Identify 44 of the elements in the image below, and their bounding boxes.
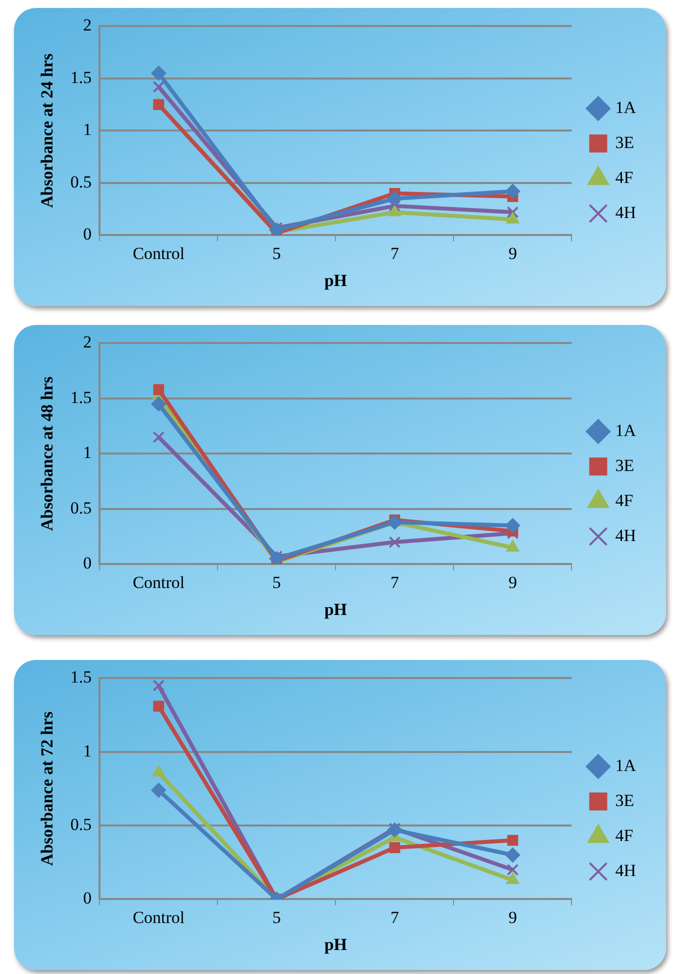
x-tick-label: 5: [272, 572, 281, 592]
x-tick-label: Control: [132, 572, 185, 592]
y-tick-label: 2: [83, 332, 92, 352]
legend-label: 3E: [615, 132, 634, 152]
y-tick-label: 1: [83, 443, 92, 462]
legend-label: 1A: [615, 98, 637, 117]
legend-label: 4H: [615, 860, 636, 880]
y-tick-label: 0: [83, 224, 92, 244]
x-axis-title: pH: [324, 600, 348, 620]
x-tick-label: Control: [132, 908, 185, 927]
x-tick-label: 5: [272, 908, 281, 927]
y-tick-label: 1.5: [70, 68, 92, 87]
x-tick-label: 9: [508, 572, 517, 592]
x-tick-label: 7: [390, 572, 400, 592]
y-tick-label: 0.5: [70, 498, 92, 518]
legend-label: 4H: [615, 526, 636, 545]
y-axis-title: Absorbance at 72 hrs: [38, 711, 57, 866]
y-axis-title: Absorbance at 24 hrs: [38, 53, 57, 208]
legend-label: 4F: [615, 490, 634, 510]
y-tick-label: 0: [83, 888, 92, 908]
y-tick-label: 1.5: [70, 668, 92, 687]
y-axis-title: Absorbance at 48 hrs: [38, 376, 57, 531]
x-axis-title: pH: [324, 271, 348, 290]
x-tick-label: 7: [390, 908, 400, 927]
x-axis-title: pH: [324, 935, 348, 954]
legend-label: 4H: [615, 202, 636, 222]
legend-label: 3E: [615, 790, 634, 810]
y-tick-label: 0.5: [70, 172, 92, 192]
legend-label: 4F: [615, 826, 634, 845]
y-tick-label: 1: [83, 120, 92, 140]
legend-label: 3E: [615, 456, 634, 475]
y-tick-label: 1.5: [70, 388, 92, 407]
legend-label: 1A: [615, 756, 637, 775]
x-tick-label: 9: [508, 244, 517, 263]
x-tick-label: 7: [390, 244, 400, 263]
x-tick-label: 9: [508, 908, 517, 927]
y-tick-label: 0.5: [70, 815, 92, 834]
x-tick-label: Control: [132, 244, 185, 263]
y-tick-label: 2: [83, 16, 92, 35]
legend-label: 1A: [615, 420, 637, 440]
y-tick-label: 1: [83, 741, 92, 760]
x-tick-label: 5: [272, 244, 281, 263]
legend-label: 4F: [615, 168, 634, 187]
y-tick-label: 0: [83, 554, 92, 573]
